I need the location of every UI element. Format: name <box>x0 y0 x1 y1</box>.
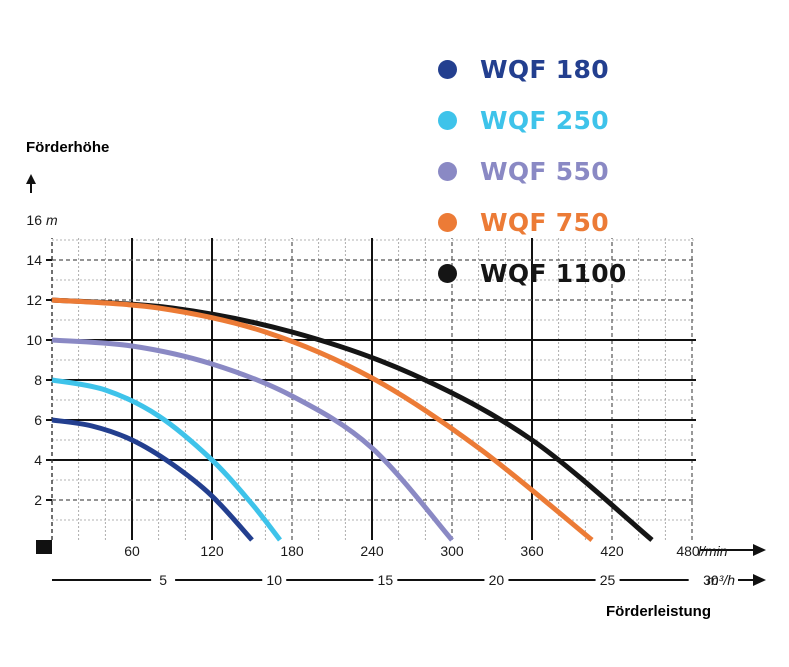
legend-label: WQF 550 <box>480 157 609 186</box>
x-unit-label: l/min <box>698 543 728 559</box>
axes <box>26 174 766 586</box>
curve-wqf-180 <box>51 417 254 542</box>
x-tick-label: 360 <box>520 543 544 559</box>
x-tick-label: 180 <box>280 543 304 559</box>
y-tick-label: 14 <box>26 252 42 268</box>
x2-tick-label: 30 <box>703 572 719 588</box>
legend-item: WQF 250 <box>438 95 627 146</box>
x2-tick-label: 15 <box>378 572 394 588</box>
y-tick-label: 2 <box>34 492 42 508</box>
legend-dot-icon <box>438 60 457 79</box>
y-axis-arrow-icon <box>26 174 36 184</box>
x-tick-label: 300 <box>440 543 464 559</box>
legend-item: WQF 550 <box>438 146 627 197</box>
legend-label: WQF 180 <box>480 55 609 84</box>
legend-dot-icon <box>438 111 457 130</box>
minor-grid <box>52 238 696 540</box>
legend-item: WQF 750 <box>438 197 627 248</box>
x-tick-label: 120 <box>200 543 224 559</box>
legend-dot-icon <box>438 264 457 283</box>
x-tick-label: 480 <box>676 543 700 559</box>
pump-curves <box>51 297 654 542</box>
origin-marker <box>36 540 52 554</box>
legend-label: WQF 750 <box>480 208 609 237</box>
curve-wqf-250 <box>51 377 282 542</box>
x-tick-label: 60 <box>124 543 140 559</box>
x2-tick-label: 25 <box>600 572 616 588</box>
y-axis-title: Förderhöhe <box>26 139 110 156</box>
y-tick-label: 16 <box>26 212 42 228</box>
legend-dot-icon <box>438 213 457 232</box>
x-axis-arrow-icon <box>753 544 766 556</box>
y-tick-label: 4 <box>34 452 42 468</box>
x2-tick-label: 5 <box>159 572 167 588</box>
x2-axis-arrow-icon <box>753 574 766 586</box>
legend-label: WQF 1100 <box>480 259 627 288</box>
legend: WQF 180 WQF 250 WQF 550 WQF 750 WQF 1100 <box>438 44 627 299</box>
x-axis-title: Förderleistung <box>606 603 712 620</box>
y-tick-label: 6 <box>34 412 42 428</box>
y-tick-label: 12 <box>26 292 42 308</box>
x2-tick-label: 20 <box>489 572 505 588</box>
legend-dot-icon <box>438 162 457 181</box>
x2-unit-label: m³/h <box>707 572 735 588</box>
x2-tick-label: 10 <box>266 572 282 588</box>
y-tick-label: 8 <box>34 372 42 388</box>
x-tick-label: 240 <box>360 543 384 559</box>
x-tick-label: 420 <box>600 543 624 559</box>
curve-wqf-550 <box>51 337 454 542</box>
legend-item: WQF 1100 <box>438 248 627 299</box>
y-unit-label: m <box>46 212 58 228</box>
y-tick-label: 10 <box>26 332 42 348</box>
legend-item: WQF 180 <box>438 44 627 95</box>
legend-label: WQF 250 <box>480 106 609 135</box>
curve-wqf-750 <box>51 297 594 542</box>
